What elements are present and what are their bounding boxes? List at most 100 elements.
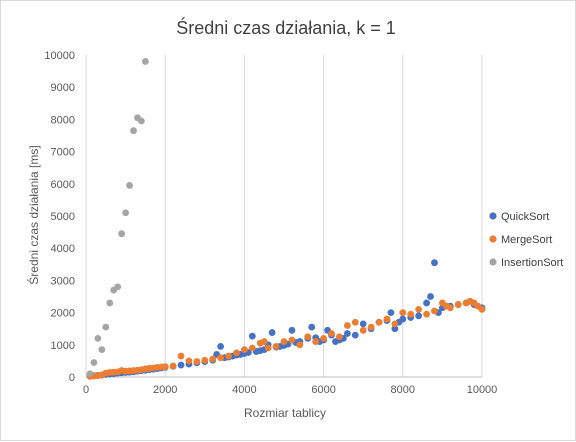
legend: QuickSort MergeSort InsertionSort [489, 211, 563, 269]
data-point [161, 363, 169, 371]
y-tick-label: 9000 [51, 82, 75, 94]
data-point [264, 344, 272, 352]
data-point [118, 230, 126, 238]
x-tick-label: 0 [83, 384, 89, 396]
data-point [308, 323, 316, 331]
data-point [391, 325, 399, 333]
y-tick-label: 1000 [51, 340, 75, 352]
data-point [177, 352, 185, 360]
data-point [312, 338, 320, 345]
data-point [359, 320, 367, 328]
data-point [138, 117, 145, 125]
axes: 0 2000 4000 6000 8000 10000 0 1000 2000 3000 4000 5… [44, 50, 497, 396]
data-point [193, 358, 201, 365]
data-point [351, 318, 359, 326]
data-point [431, 307, 438, 315]
data-point [241, 346, 248, 354]
data-point [217, 343, 225, 350]
data-point [268, 329, 276, 336]
data-point [387, 309, 395, 316]
grid-lines [164, 55, 483, 377]
legend-marker [489, 258, 497, 266]
data-series [86, 58, 486, 380]
data-point [102, 323, 110, 331]
data-point [359, 326, 367, 334]
data-point [86, 370, 94, 378]
data-point [122, 209, 129, 217]
data-point [201, 356, 209, 364]
data-point [320, 334, 327, 342]
data-point [106, 299, 114, 307]
series-insertionsort [86, 58, 149, 378]
data-point [98, 346, 106, 354]
y-tick-label: 3000 [51, 275, 75, 287]
data-point [391, 320, 399, 328]
data-point [423, 299, 430, 307]
data-point [415, 305, 423, 313]
y-tick-label: 0 [69, 372, 75, 384]
y-tick-label: 2000 [51, 308, 75, 320]
data-point [407, 310, 415, 318]
data-point [423, 310, 430, 318]
data-point [248, 344, 256, 352]
data-point [343, 330, 351, 337]
data-point [114, 283, 122, 291]
data-point [130, 127, 137, 135]
legend-label: InsertionSort [501, 257, 563, 269]
data-point [328, 330, 335, 337]
data-point [431, 259, 438, 267]
data-point [427, 293, 434, 300]
data-point [185, 357, 193, 365]
x-tick-label: 10000 [467, 384, 498, 396]
data-point [126, 182, 133, 189]
data-point [399, 315, 407, 323]
data-point [233, 349, 240, 357]
data-point [415, 312, 423, 320]
x-tick-label: 2000 [153, 384, 177, 396]
data-point [177, 361, 185, 369]
y-tick-label: 10000 [44, 50, 75, 62]
data-point [304, 333, 312, 341]
data-point [375, 318, 383, 326]
legend-marker [489, 212, 497, 220]
data-point [94, 334, 102, 342]
data-point [169, 362, 177, 370]
y-tick-label: 6000 [51, 179, 75, 191]
data-point [217, 354, 225, 362]
data-point [367, 323, 375, 331]
data-point [288, 336, 296, 344]
data-point [142, 58, 149, 65]
legend-label: MergeSort [501, 234, 552, 246]
y-tick-label: 7000 [51, 147, 75, 159]
y-tick-label: 8000 [51, 114, 75, 126]
x-tick-label: 8000 [391, 384, 415, 396]
data-point [280, 338, 288, 345]
data-point [336, 333, 343, 341]
data-point [260, 338, 268, 345]
data-point [343, 322, 351, 329]
data-point [209, 355, 217, 363]
y-axis-title: Średni czas działania [ms] [26, 145, 41, 284]
series-quicksort [86, 259, 486, 380]
data-point [446, 304, 454, 312]
data-point [225, 352, 232, 360]
data-point [383, 315, 391, 323]
data-point [399, 309, 407, 316]
data-point [90, 359, 98, 366]
legend-label: QuickSort [501, 211, 549, 223]
x-tick-label: 4000 [232, 384, 256, 396]
series-mergesort [86, 297, 486, 380]
data-point [351, 331, 359, 339]
data-point [272, 343, 280, 350]
data-point [248, 332, 256, 340]
y-tick-label: 4000 [51, 243, 75, 255]
y-tick-label: 5000 [51, 211, 75, 223]
data-point [296, 341, 304, 349]
x-tick-label: 6000 [311, 384, 335, 396]
data-point [288, 326, 296, 334]
chart-title: Średni czas działania, k = 1 [176, 17, 396, 38]
data-point [478, 305, 486, 313]
x-axis-title: Rozmiar tablicy [244, 406, 326, 420]
